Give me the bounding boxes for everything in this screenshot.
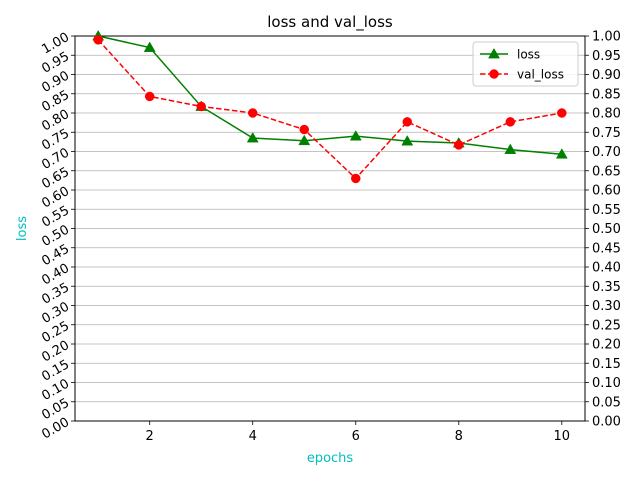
right-y-tick-label: 0.80 (592, 107, 621, 122)
right-y-tick-label: 0.75 (592, 126, 621, 141)
data-point-loss (246, 132, 259, 143)
x-axis-label: epochs (307, 451, 354, 466)
series-line-loss (98, 35, 562, 155)
right-y-tick-label: 0.25 (592, 318, 621, 333)
data-point-val_loss (402, 117, 413, 127)
data-point-loss (298, 134, 311, 146)
x-tick-label: 2 (146, 429, 154, 444)
legend-marker-loss (488, 47, 500, 59)
right-y-tick-label: 0.65 (592, 164, 621, 179)
x-tick-label: 4 (249, 429, 257, 444)
data-point-val_loss (454, 140, 464, 150)
right-y-tick-label: 0.60 (592, 184, 621, 199)
right-y-tick-label: 0.90 (592, 68, 621, 83)
data-point-loss (143, 41, 156, 52)
right-y-axis: 0.00 0.05 0.10 0.15 0.20 0.25 0.30 0.35 0.40 0.45… (585, 30, 621, 430)
right-y-tick-label: 0.05 (592, 395, 621, 410)
data-point-loss (401, 135, 414, 146)
y-axis-label: loss (15, 216, 30, 241)
right-y-tick-label: 0.10 (592, 376, 621, 391)
data-point-val_loss (247, 108, 258, 118)
data-point-val_loss (93, 35, 103, 45)
right-y-tick-label: 0.40 (592, 261, 621, 276)
legend-marker-val_loss (489, 69, 499, 79)
chart-title: loss and val_loss (267, 13, 393, 32)
x-axis: 2 4 6 8 10 (146, 421, 571, 444)
right-y-tick-label: 0.55 (592, 203, 621, 218)
legend-label-val_loss: val_loss (517, 68, 564, 82)
data-point-loss (349, 130, 362, 141)
series (92, 29, 568, 184)
x-tick-label: 8 (455, 429, 463, 444)
right-y-tick-label: 0.35 (592, 280, 621, 295)
data-point-loss (555, 148, 568, 159)
data-point-loss (504, 143, 517, 154)
right-y-tick-label: 0.30 (592, 299, 621, 314)
data-point-val_loss (505, 117, 516, 127)
right-y-tick-label: 0.85 (592, 87, 621, 102)
x-tick-label: 6 (352, 429, 360, 444)
right-y-tick-label: 0.45 (592, 241, 621, 256)
x-tick-label: 10 (554, 429, 571, 444)
legend-label-loss: loss (517, 48, 540, 62)
series-line-val_loss (97, 39, 562, 180)
right-y-tick-label: 0.20 (592, 338, 621, 353)
right-y-tick-label: 0.95 (592, 49, 621, 64)
data-point-val_loss (557, 108, 567, 118)
right-y-tick-label: 1.00 (592, 30, 621, 45)
grid-lines (75, 35, 585, 422)
data-point-val_loss (144, 91, 155, 102)
legend-box (472, 41, 579, 87)
left-y-axis: 0.000.050.100.150.200.250.300.350.400.45… (39, 30, 75, 442)
data-point-val_loss (299, 124, 309, 135)
right-y-tick-label: 0.50 (592, 222, 621, 237)
right-y-tick-label: 0.70 (592, 145, 621, 160)
data-point-val_loss (351, 173, 361, 184)
data-point-val_loss (196, 101, 206, 112)
right-y-tick-label: 0.00 (592, 415, 621, 430)
legend: loss val_loss (472, 41, 579, 87)
right-y-tick-label: 0.15 (592, 357, 621, 372)
